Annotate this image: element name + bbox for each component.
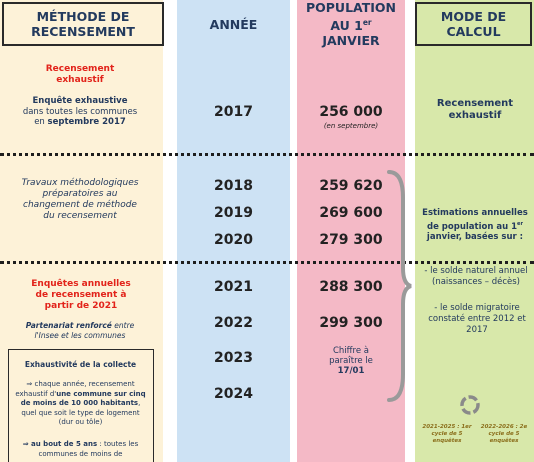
brace — [387, 170, 412, 402]
method-text: Travaux méthodologiques préparatoires au… — [21, 178, 139, 221]
cycle-note: 2021-2025 : 1er cycle de 5 enquêtes — [422, 424, 472, 444]
calc-title: Estimations annuelles de population au 1… — [418, 208, 532, 242]
text: ⇒ au bout de 5 ans — [22, 440, 98, 448]
cycle-note: 2022-2026 : 2e cycle de 5 enquêtes — [480, 424, 528, 444]
text: janvier, basées sur : — [426, 231, 524, 242]
text: une commune sur cinq de moins de 10 000 … — [20, 389, 146, 408]
text: ⇒ chaque année, recensement exhaustif d' — [15, 380, 135, 398]
year: 2024 — [214, 386, 253, 402]
partnership: Partenariat renforcé entre l'Insee et le… — [20, 321, 140, 341]
brace-path — [387, 170, 412, 402]
text: Estimations annuelles de population au 1 — [422, 208, 528, 232]
text: Partenariat renforcé — [25, 321, 112, 330]
year-column — [177, 0, 290, 462]
text: Enquête exhaustive — [32, 96, 128, 106]
text: dans toutes les communes en — [22, 106, 138, 128]
year: 2018 — [214, 178, 253, 194]
year: 2019 — [214, 205, 253, 221]
population: 299 300 — [319, 315, 383, 331]
text: , quel que soit le type de logement (dur… — [21, 399, 141, 426]
population: 256 000 — [319, 104, 383, 120]
population-column — [297, 0, 405, 462]
text: 17/01 — [337, 366, 365, 376]
superscript: er — [362, 17, 372, 27]
text: Chiffre à paraître le — [329, 346, 373, 366]
text: septembre 2017 — [47, 117, 126, 127]
year: 2020 — [214, 232, 253, 248]
collection-box: Exhaustivité de la collecte ⇒ chaque ann… — [8, 349, 154, 462]
header-text: MODE DE CALCUL — [440, 9, 507, 39]
year: 2017 — [214, 104, 253, 120]
superscript: er — [517, 220, 523, 227]
header-calc: MODE DE CALCUL — [415, 2, 532, 46]
header-text: ANNÉE — [209, 16, 258, 32]
header-method: MÉTHODE DE RECENSEMENT — [2, 2, 164, 46]
box-title: Exhaustivité de la collecte — [24, 360, 137, 369]
header-text: MÉTHODE DE RECENSEMENT — [31, 9, 135, 39]
year: 2021 — [214, 279, 253, 295]
population-note: (en septembre) — [323, 122, 379, 130]
text: JANVIER — [322, 33, 380, 49]
cycle-icon — [460, 395, 480, 415]
population: 259 620 — [319, 178, 383, 194]
calc-item: - le solde migratoire constaté entre 201… — [428, 303, 526, 335]
header-year: ANNÉE — [177, 2, 290, 46]
separator — [0, 153, 534, 156]
text: : toutes les communes de moins de — [38, 440, 139, 458]
pending-note: Chiffre à paraître le 17/01 — [297, 346, 405, 376]
method-text: Enquête exhaustive dans toutes les commu… — [22, 96, 138, 128]
calc-item: - le solde naturel annuel (naissances – … — [424, 266, 528, 287]
calc-column — [415, 0, 534, 462]
year: 2023 — [214, 350, 253, 366]
population: 269 600 — [319, 205, 383, 221]
calc-text: Recensement exhaustif — [436, 98, 514, 121]
population: 279 300 — [319, 232, 383, 248]
year: 2022 — [214, 315, 253, 331]
cycle-ring — [460, 395, 480, 415]
population: 288 300 — [319, 279, 383, 295]
box-item: ⇒ au bout de 5 ans : toutes les communes… — [15, 440, 146, 459]
method-title: Recensement exhaustif — [45, 64, 115, 85]
method-title: Enquêtes annuelles de recensement à part… — [31, 279, 131, 311]
box-item: ⇒ chaque année, recensement exhaustif d'… — [15, 380, 146, 428]
text: entre l'Insee et les communes — [34, 321, 135, 340]
header-text: POPULATION AU 1er JANVIER — [301, 0, 401, 48]
text: POPULATION AU 1 — [305, 0, 397, 34]
separator — [0, 261, 534, 264]
header-population: POPULATION AU 1er JANVIER — [297, 0, 405, 48]
